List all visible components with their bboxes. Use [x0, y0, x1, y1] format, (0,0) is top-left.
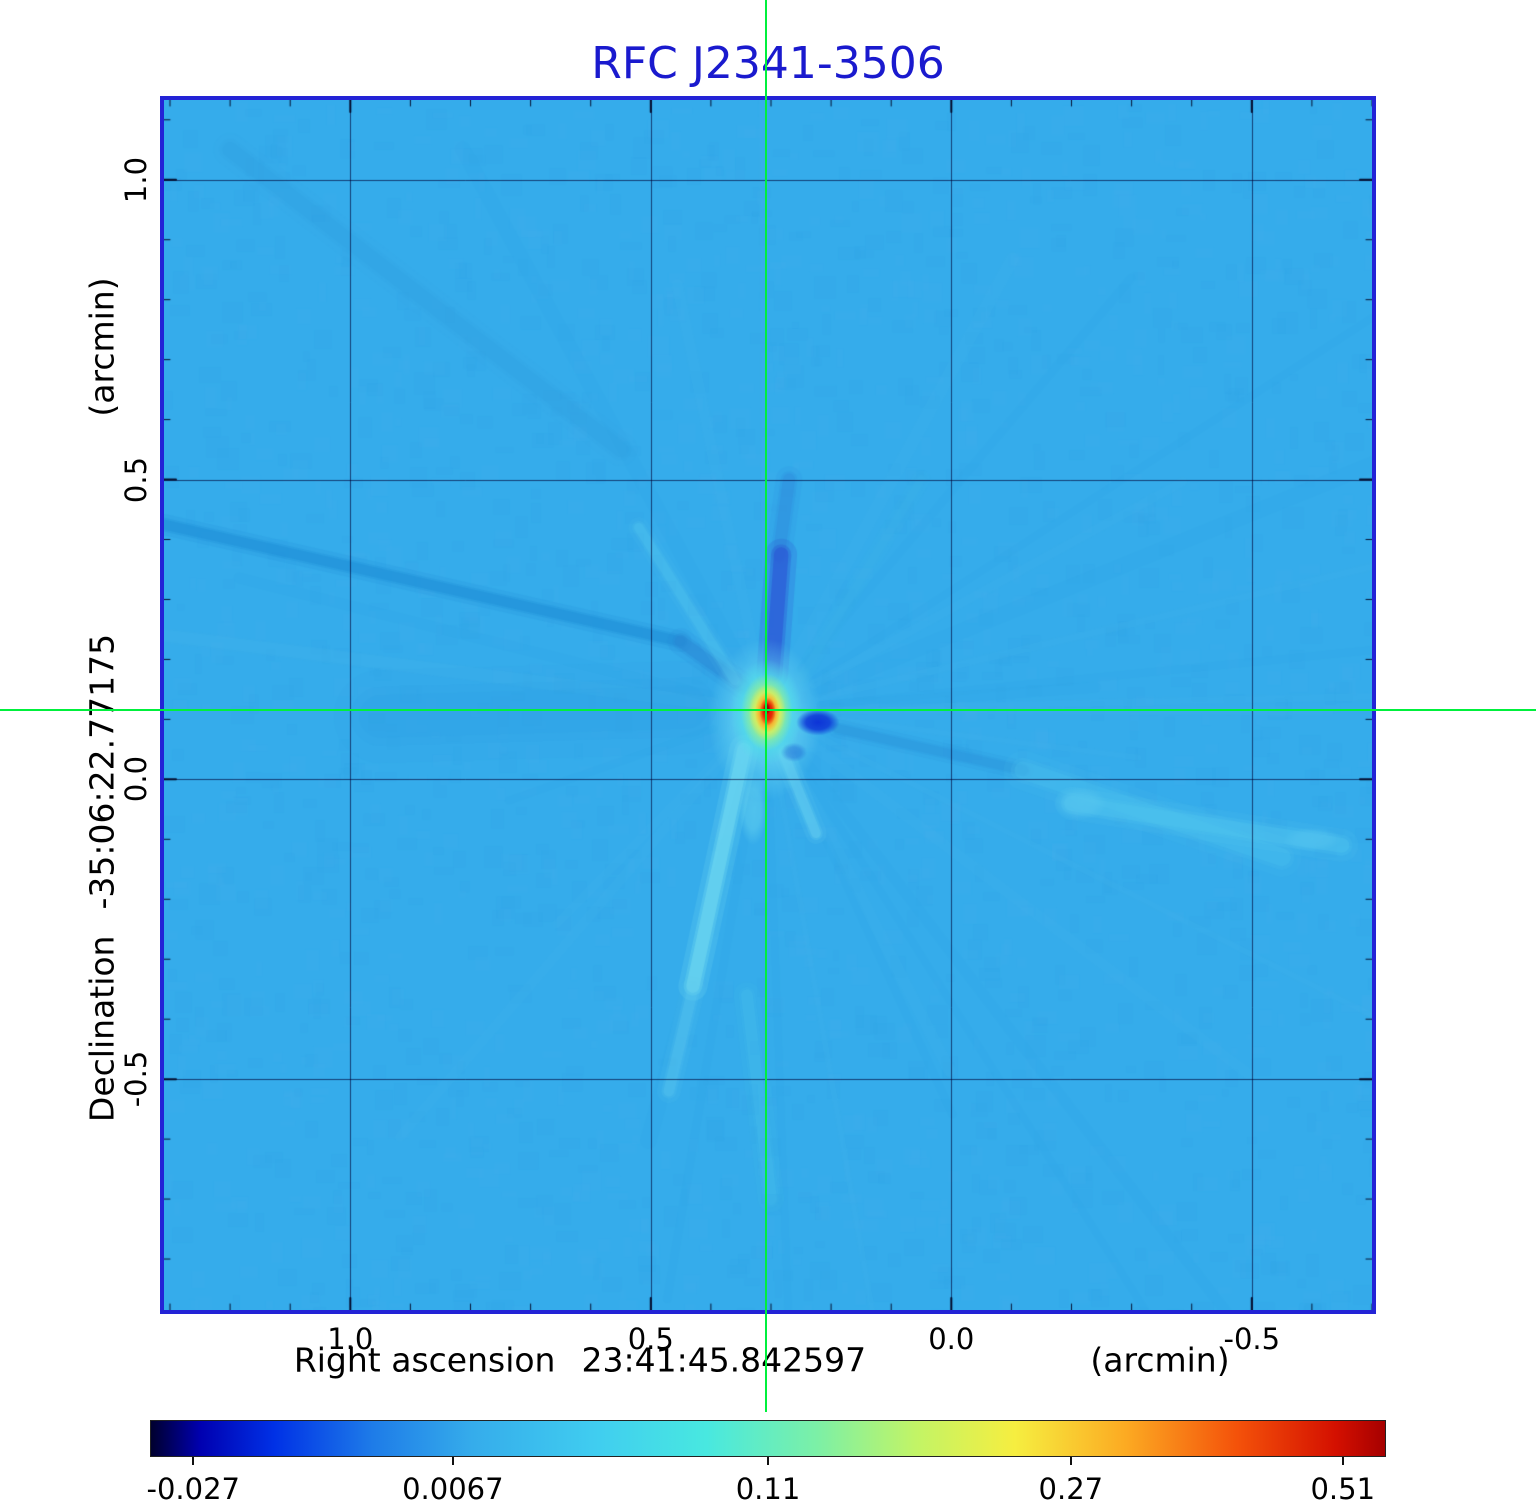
x-axis-coordinate: 23:41:45.842597 — [581, 1340, 867, 1380]
x-tick-label: 1.0 — [327, 1322, 374, 1356]
y-axis-label: Declination -35:06:22.77175 — [83, 634, 122, 1122]
heatmap-canvas — [164, 100, 1372, 1310]
colorbar-gradient — [150, 1420, 1386, 1457]
y-tick-label: 0.0 — [119, 756, 153, 803]
x-axis-label-text: Right ascension — [293, 1340, 556, 1380]
y-axis-unit-label: (arcmin) — [82, 277, 122, 417]
colorbar-tick-label: 0.51 — [1310, 1472, 1376, 1506]
y-tick-label: -0.5 — [119, 1050, 153, 1108]
x-tick-label: 0.5 — [627, 1322, 674, 1356]
colorbar-tick-mark — [1069, 1457, 1072, 1465]
colorbar-tick-mark — [1341, 1457, 1344, 1465]
y-axis-label-text: Declination — [82, 935, 122, 1123]
y-tick-label: 0.5 — [119, 456, 153, 503]
colorbar-tick-mark — [767, 1457, 769, 1465]
crosshair-vertical-line — [765, 0, 768, 1412]
colorbar-tick-mark — [451, 1457, 454, 1465]
x-tick-label: -0.5 — [1223, 1322, 1281, 1356]
x-axis-unit-label: (arcmin) — [1090, 1340, 1230, 1380]
y-axis-coordinate: -35:06:22.77175 — [82, 633, 122, 910]
colorbar-tick-mark — [192, 1457, 195, 1465]
colorbar-tick-label: 0.27 — [1038, 1472, 1104, 1506]
crosshair-horizontal-line — [0, 709, 1536, 712]
plot-frame — [160, 96, 1376, 1314]
y-tick-label: 1.0 — [119, 156, 153, 203]
x-axis-label: Right ascension 23:41:45.842597 — [294, 1341, 866, 1380]
x-tick-label: 0.0 — [928, 1322, 975, 1356]
colorbar-tick-label: 0.11 — [735, 1472, 801, 1506]
colorbar-tick-label: -0.027 — [146, 1472, 241, 1506]
colorbar-tick-label: 0.0067 — [402, 1472, 504, 1506]
figure-title: RFC J2341-3506 — [591, 38, 945, 89]
